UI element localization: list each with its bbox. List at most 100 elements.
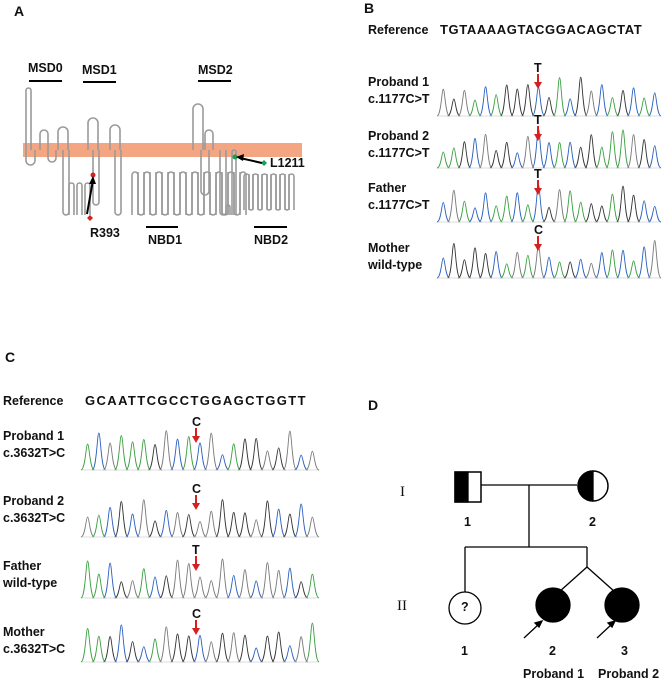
trace-peak: [114, 435, 129, 471]
chain-loop: [161, 172, 169, 216]
l1211-marker: [232, 154, 238, 160]
trace-peak: [249, 437, 264, 471]
r393-diamond: [87, 215, 93, 221]
called-base: T: [192, 543, 200, 557]
trace-peak: [159, 626, 174, 663]
trace-peak: [249, 580, 264, 599]
chain-loop: [239, 171, 247, 215]
chain-loop: [204, 129, 214, 150]
variant-arrow-icon: [192, 564, 200, 571]
panel_c-row-label: Proband 1 c.3632T>C: [3, 428, 65, 462]
cftr-topology: [23, 80, 302, 228]
trace-peak: [616, 89, 630, 117]
trace-peak: [260, 500, 275, 538]
variant-label: c.3632T>C: [3, 511, 66, 525]
trace-peak: [499, 141, 514, 169]
proband2-label: Proband 2: [598, 667, 660, 681]
trace-peak: [80, 516, 95, 538]
generation-i: I: [400, 484, 405, 500]
trace-peak: [282, 567, 298, 599]
trace-peak: [605, 131, 620, 169]
chain-loop: [47, 150, 57, 163]
sample-name: Proband 2: [368, 129, 430, 143]
chain-loop: [219, 150, 227, 216]
trace-peak: [447, 147, 461, 169]
sample-name: Proband 2: [3, 494, 65, 508]
trace-peak: [260, 562, 275, 599]
trace-peak: [215, 558, 230, 599]
mother-carrier-fill: [577, 470, 594, 502]
c-reference-sequence: GCAATTCGCCTGGAGCTGGTT: [85, 393, 307, 408]
trace-peak: [595, 146, 609, 169]
proband2-arrow: [596, 623, 613, 639]
chain-loop: [155, 171, 163, 215]
trace-peak: [478, 133, 493, 169]
chain-loop: [192, 103, 204, 150]
trace-peak: [626, 194, 641, 223]
trace-peak: [181, 513, 196, 538]
chain-loop: [84, 182, 91, 215]
called-base: C: [192, 607, 202, 621]
trace-peak: [305, 573, 320, 599]
trace-peak: [215, 632, 230, 663]
trace-peak: [215, 499, 230, 538]
trace-peak: [500, 263, 514, 279]
trace-peak: [136, 568, 151, 599]
proband2-arrowhead: [606, 619, 617, 629]
trace-peak: [249, 647, 264, 663]
trace-peak: [204, 432, 219, 471]
msd1-label: MSD1: [82, 63, 117, 77]
trace-peak: [605, 97, 619, 117]
trace-peak: [436, 201, 450, 223]
called-base: C: [192, 415, 202, 429]
trace-peak: [125, 441, 140, 471]
c-reference-label: Reference: [3, 394, 64, 408]
trace-peak: [573, 76, 588, 117]
trace-peak: [489, 150, 503, 169]
panel_c-row-label: Proband 2 c.3632T>C: [3, 493, 65, 527]
trace-peak: [605, 193, 620, 223]
b-reference-label: Reference: [368, 23, 429, 37]
trace-peak: [215, 454, 230, 471]
trace-peak: [237, 634, 253, 663]
membrane-band: [23, 143, 302, 157]
trace-peak: [102, 442, 118, 471]
trace-peak: [181, 436, 196, 471]
variant-arrow-icon: [192, 628, 200, 635]
variant-label: c.1177C>T: [368, 146, 430, 160]
chromatograms: [80, 74, 662, 663]
ii3-number: 3: [621, 644, 628, 658]
chain-loop: [179, 171, 187, 215]
sample-name: Proband 1: [368, 75, 430, 89]
panel_b-row-label: Mother wild-type: [368, 240, 422, 274]
panel_c-row-label: Mother c.3632T>C: [3, 624, 65, 658]
chain-loop: [225, 204, 231, 215]
trace-peak: [170, 633, 185, 663]
trace-peak: [226, 632, 241, 663]
trace-peak: [447, 242, 461, 279]
trace-peak: [136, 499, 151, 538]
variant-label: c.1177C>T: [368, 198, 430, 212]
trace-peak: [595, 205, 609, 223]
trace-peak: [510, 88, 525, 117]
trace-peak: [648, 145, 662, 169]
sibling-symbol: [448, 591, 482, 625]
trace-peak: [237, 438, 253, 471]
trace-peak: [468, 207, 482, 223]
r393-arrowhead: [89, 176, 96, 184]
panel_b-row-label: Proband 1 c.1177C>T: [368, 74, 430, 108]
proband1-arrowhead: [533, 619, 544, 629]
b-reference-sequence: TGTAAAAGTACGGACAGCTAT: [440, 22, 643, 37]
trace-peak: [457, 200, 472, 223]
trace-peak: [553, 261, 567, 279]
trace-peak: [294, 581, 309, 599]
chain-loop: [149, 172, 157, 216]
trace-peak: [192, 442, 208, 471]
trace-peak: [468, 137, 482, 169]
trace-peak: [552, 77, 567, 117]
sample-name: Father: [3, 559, 42, 573]
pedigree: [448, 470, 640, 639]
chain-loop: [173, 172, 181, 216]
trace-peak: [510, 251, 525, 279]
